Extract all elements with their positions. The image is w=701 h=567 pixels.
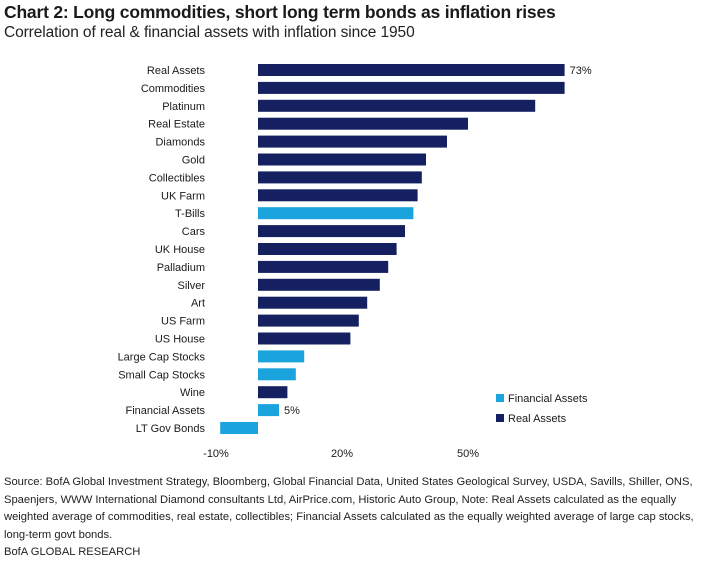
category-label: Financial Assets xyxy=(126,405,206,417)
bar xyxy=(258,296,368,309)
bar xyxy=(258,99,536,112)
legend-label: Financial Assets xyxy=(508,393,588,405)
bar xyxy=(258,117,468,130)
bar xyxy=(258,81,565,94)
bar xyxy=(258,368,296,381)
category-label: Gold xyxy=(182,155,205,167)
source-note: Source: BofA Global Investment Strategy,… xyxy=(4,476,694,541)
bar xyxy=(258,243,397,255)
bar xyxy=(258,386,288,399)
legend-swatch xyxy=(496,414,504,422)
category-label: Art xyxy=(191,298,205,310)
category-label: Large Cap Stocks xyxy=(118,351,206,363)
category-label: Cars xyxy=(182,226,206,238)
brand-label: BofA GLOBAL RESEARCH xyxy=(4,546,141,558)
x-tick-label: 50% xyxy=(457,448,479,460)
category-label: Wine xyxy=(180,387,205,399)
bar xyxy=(258,207,414,220)
legend-label: Real Assets xyxy=(508,413,567,425)
bar xyxy=(258,404,279,417)
bar xyxy=(258,332,351,345)
category-label: Palladium xyxy=(157,262,205,274)
category-label: US House xyxy=(155,334,205,346)
bar xyxy=(258,171,422,184)
bar xyxy=(258,64,565,76)
bar xyxy=(258,135,447,148)
chart-title: Chart 2: Long commodities, short long te… xyxy=(4,2,556,22)
x-tick-label: -10% xyxy=(203,448,229,460)
category-label: Platinum xyxy=(162,101,205,113)
category-label: US Farm xyxy=(161,316,205,328)
chart-subtitle: Correlation of real & financial assets w… xyxy=(4,24,415,41)
x-tick-label: 20% xyxy=(331,448,353,460)
bar xyxy=(258,153,426,166)
bar-chart: Real Assets Commodities Platinum Real Estat… xyxy=(118,64,592,460)
category-label: T-Bills xyxy=(175,208,205,220)
category-label: UK House xyxy=(155,244,205,256)
bar xyxy=(220,422,258,434)
category-label: Diamonds xyxy=(155,137,205,149)
category-label: Real Estate xyxy=(148,119,205,131)
data-label: 73% xyxy=(570,65,592,77)
category-label: Real Assets xyxy=(147,65,206,77)
category-label: UK Farm xyxy=(161,190,205,202)
bar xyxy=(258,278,380,291)
bar xyxy=(258,260,389,273)
category-label: Small Cap Stocks xyxy=(118,369,205,381)
data-label: 5% xyxy=(284,405,300,417)
bar xyxy=(258,189,418,202)
category-label: Collectibles xyxy=(149,172,206,184)
category-label: LT Gov Bonds xyxy=(136,423,206,435)
category-label: Commodities xyxy=(141,83,206,95)
bar xyxy=(258,350,305,363)
bar xyxy=(258,314,359,327)
bar xyxy=(258,225,405,238)
category-label: Silver xyxy=(177,280,205,292)
legend-swatch xyxy=(496,394,504,402)
